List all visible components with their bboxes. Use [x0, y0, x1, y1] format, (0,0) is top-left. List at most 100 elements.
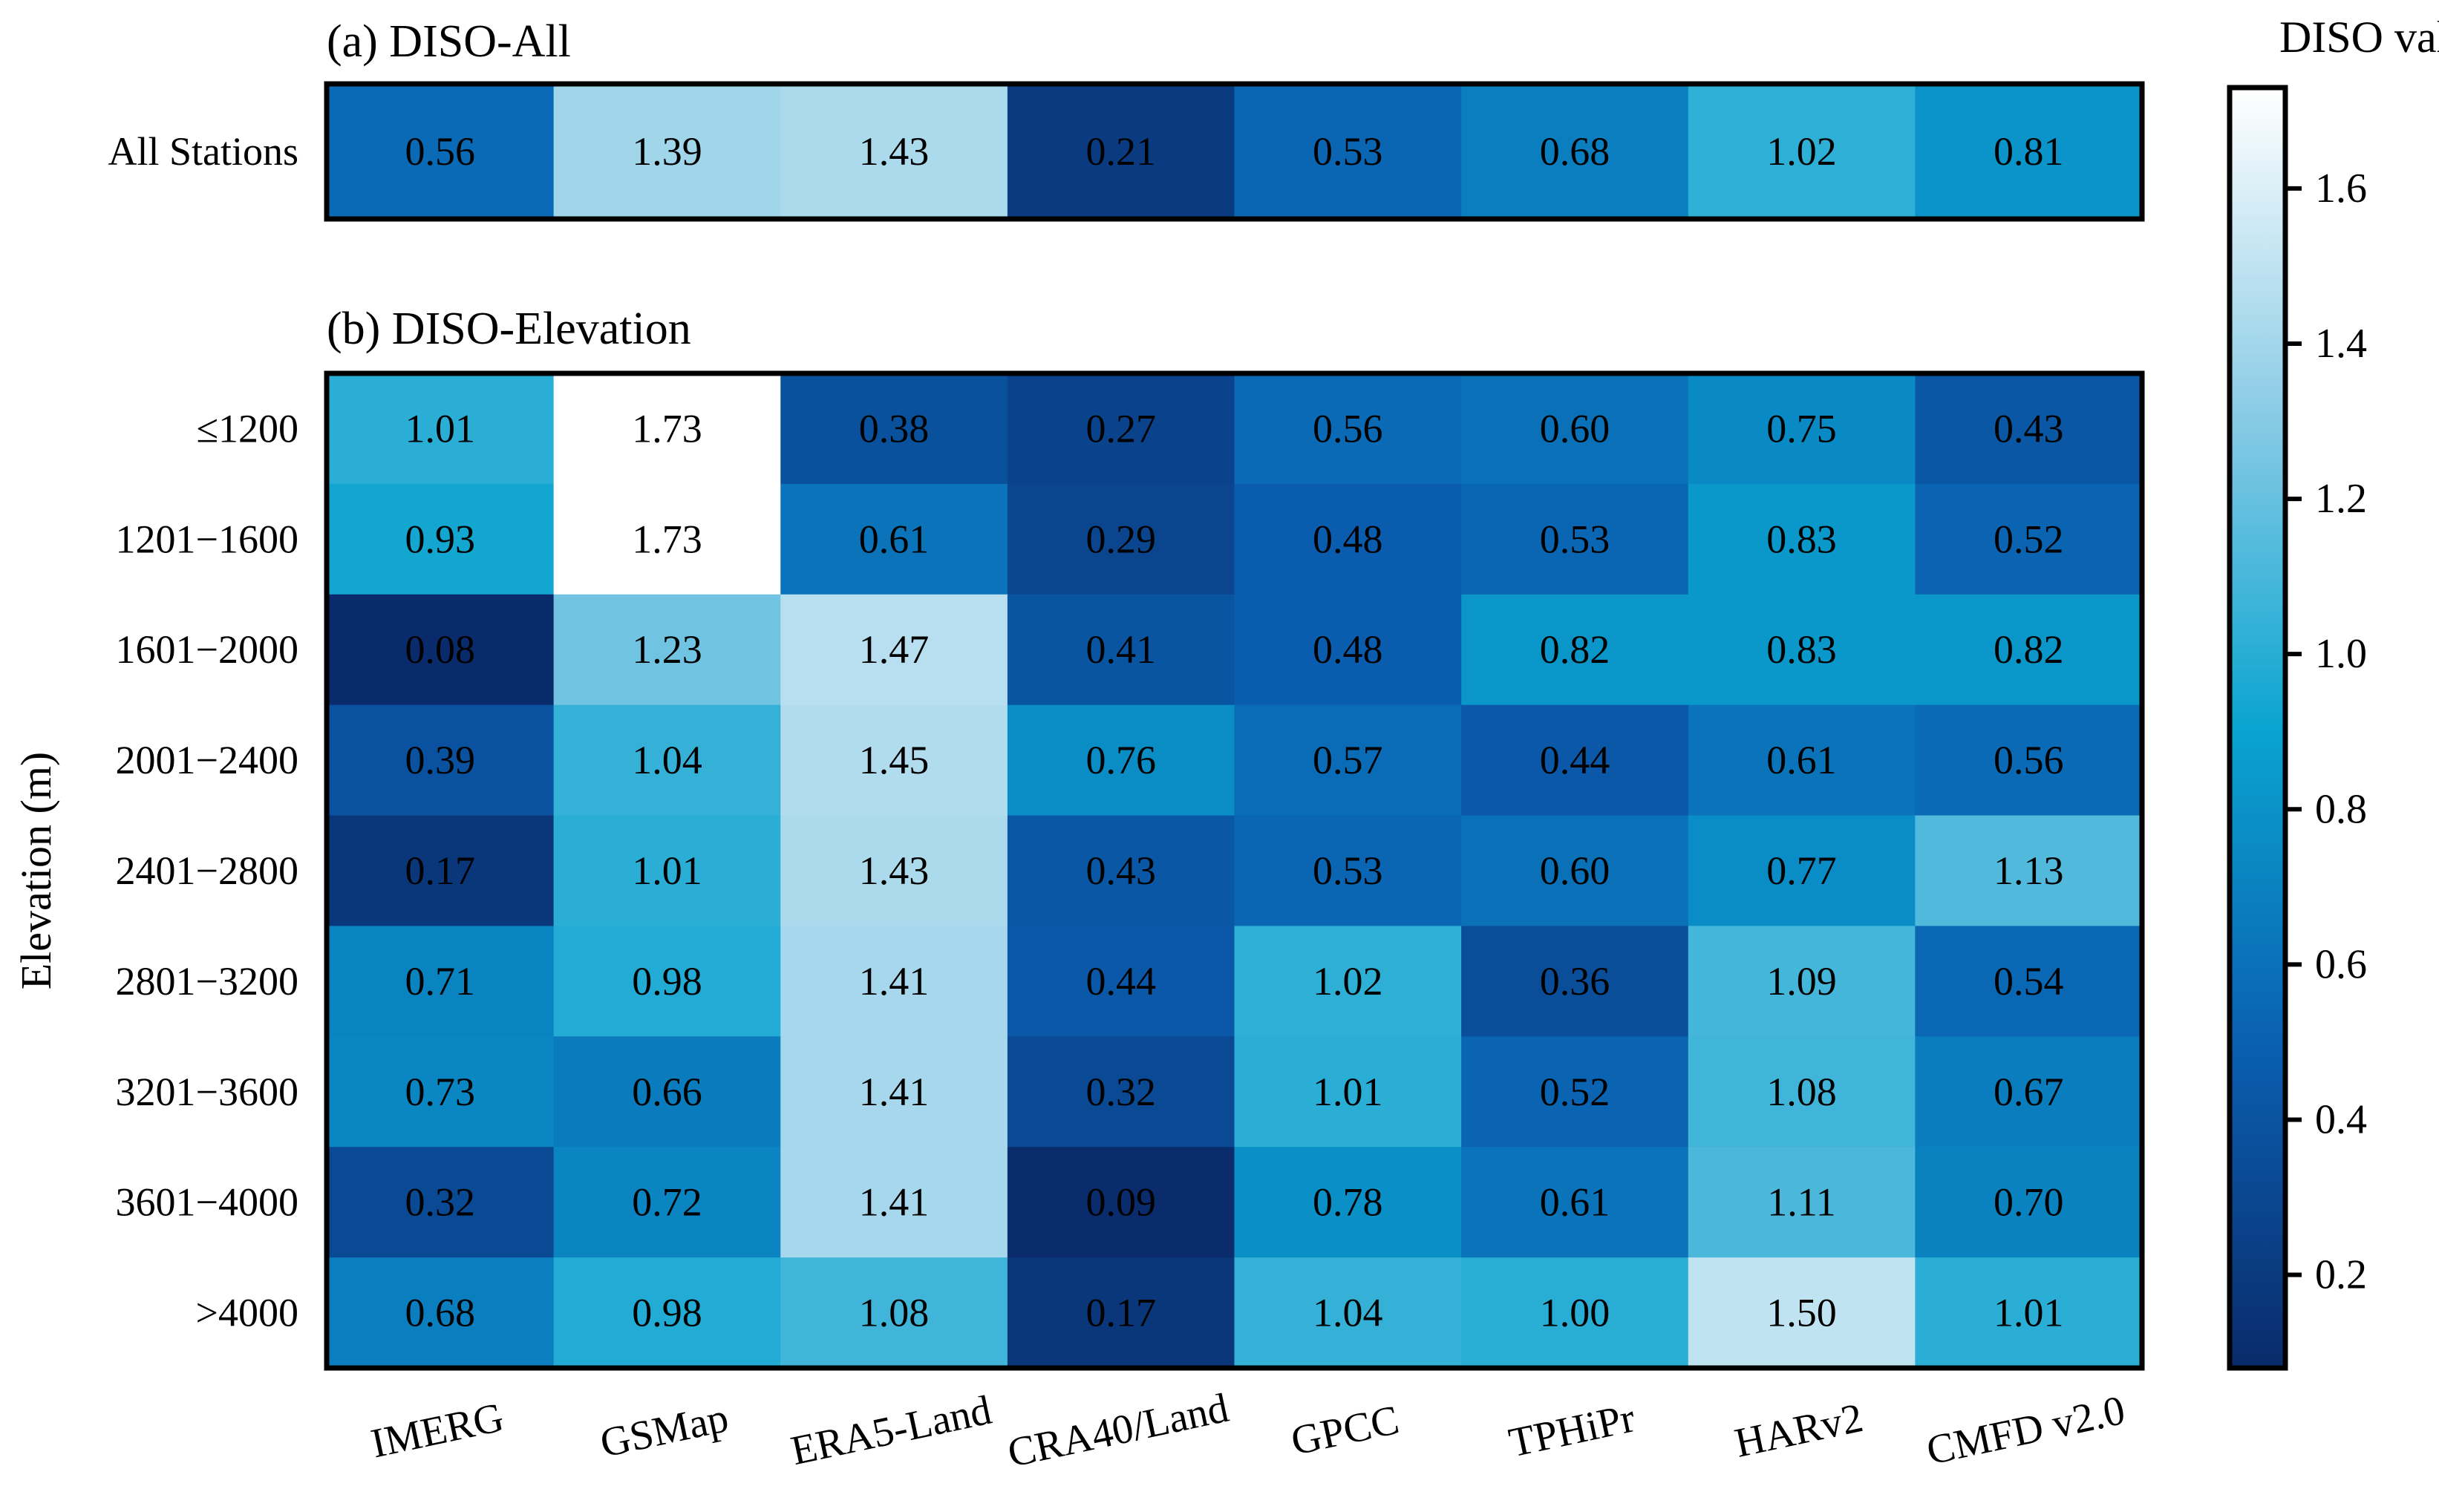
panel-b-title: (b) DISO-Elevation	[327, 304, 691, 354]
cell-value-label: 0.77	[1766, 848, 1837, 893]
column-label-1: GSMap	[596, 1395, 732, 1467]
colorbar-tick-label: 1.6	[2315, 166, 2367, 212]
heatmap-cell-b-r1-c6	[1688, 483, 1916, 595]
heatmap-cell-b-r4-c1	[553, 815, 781, 927]
cell-value-label: 0.83	[1766, 517, 1837, 561]
heatmap-cell-a-r0-c1	[553, 84, 781, 220]
heatmap-cell-b-r5-c7	[1915, 926, 2143, 1037]
heatmap-cell-b-r8-c1	[553, 1257, 781, 1369]
heatmap-cell-b-r7-c5	[1461, 1147, 1689, 1258]
heatmap-cell-b-r0-c3	[1007, 373, 1235, 485]
cell-value-label: 0.52	[1540, 1070, 1610, 1114]
panel-b-frame	[324, 370, 2145, 1371]
heatmap-cell-b-r4-c0	[327, 815, 555, 927]
heatmap-cell-b-r8-c3	[1007, 1257, 1235, 1369]
cell-value-label: 0.53	[1540, 517, 1610, 561]
cell-value-label: 0.68	[1540, 129, 1610, 174]
cell-value-label: 0.32	[1085, 1070, 1156, 1114]
panel-a: (a) DISO-All 0.56 1.39 1.43 0.21 0.53 0.68 1.0…	[108, 16, 2145, 222]
heatmap-cell-b-r8-c2	[780, 1257, 1008, 1369]
heatmap-cell-b-r0-c5	[1461, 373, 1689, 485]
row-label-b-5: 2801−3200	[116, 959, 298, 1004]
cell-value-label: 0.82	[1994, 627, 2064, 672]
heatmap-cell-b-r7-c2	[780, 1147, 1008, 1258]
cell-value-label: 0.82	[1540, 627, 1610, 672]
cell-value-label: 1.01	[1313, 1070, 1383, 1114]
cell-value-label: 0.70	[1994, 1180, 2064, 1225]
heatmap-cell-b-r2-c7	[1915, 594, 2143, 706]
heatmap-cell-b-r8-c6	[1688, 1257, 1916, 1369]
cell-value-label: 0.44	[1540, 738, 1610, 782]
column-label-5: TPHiPr	[1505, 1395, 1639, 1466]
heatmap-cell-b-r0-c1	[553, 373, 781, 485]
heatmap-cell-b-r1-c3	[1007, 483, 1235, 595]
cell-value-label: 0.61	[1540, 1180, 1610, 1225]
heatmap-cell-b-r0-c6	[1688, 373, 1916, 485]
row-label-b-2: 1601−2000	[116, 627, 298, 672]
colorbar-tick-label: 0.8	[2315, 786, 2367, 832]
cell-value-label: 0.60	[1540, 406, 1610, 451]
colorbar-frame	[2227, 85, 2288, 1371]
column-label-2: ERA5-Land	[787, 1387, 996, 1475]
cell-value-label: 1.43	[859, 848, 930, 893]
cell-value-label: 1.43	[859, 129, 930, 174]
cell-value-label: 0.61	[859, 517, 930, 561]
cell-value-label: 0.53	[1313, 848, 1383, 893]
cell-value-label: 0.83	[1766, 627, 1837, 672]
heatmap-cell-b-r2-c6	[1688, 594, 1916, 706]
cell-value-label: 0.48	[1313, 627, 1383, 672]
heatmap-cell-a-r0-c5	[1461, 84, 1689, 220]
cell-value-label: 0.76	[1085, 738, 1156, 782]
cell-value-label: 1.23	[632, 627, 702, 672]
cell-value-label: 0.53	[1313, 129, 1383, 174]
heatmap-cell-b-r4-c4	[1234, 815, 1462, 927]
heatmap-cell-b-r7-c6	[1688, 1147, 1916, 1258]
cell-value-label: 1.41	[859, 1180, 930, 1225]
cell-value-label: 1.01	[632, 848, 702, 893]
colorbar: DISO value 0.2 0.4 0.6 0.8 1.0 1.2 1.4 1.6	[2227, 13, 2439, 1371]
heatmap-cell-b-r6-c7	[1915, 1036, 2143, 1148]
panel-a-frame	[324, 81, 2145, 222]
heatmap-cell-b-r4-c3	[1007, 815, 1235, 927]
panel-a-row-labels: All Stations	[108, 129, 298, 174]
row-label-b-1: 1201−1600	[116, 517, 298, 561]
heatmap-cell-b-r1-c2	[780, 483, 1008, 595]
colorbar-tick-label: 1.4	[2315, 321, 2367, 367]
cell-value-label: 1.08	[859, 1291, 930, 1335]
cell-value-label: 0.57	[1313, 738, 1383, 782]
heatmap-cell-b-r8-c5	[1461, 1257, 1689, 1369]
colorbar-tick-label: 0.6	[2315, 941, 2367, 987]
heatmap-cell-b-r3-c5	[1461, 704, 1689, 816]
cell-value-label: 1.73	[632, 517, 702, 561]
heatmap-cell-b-r6-c3	[1007, 1036, 1235, 1148]
cell-value-label: 0.73	[405, 1070, 476, 1114]
heatmap-cell-b-r4-c2	[780, 815, 1008, 927]
row-label-b-7: 3601−4000	[116, 1180, 298, 1225]
heatmap-cell-b-r5-c2	[780, 926, 1008, 1037]
cell-value-label: 0.81	[1994, 129, 2064, 174]
cell-value-label: 0.60	[1540, 848, 1610, 893]
heatmap-cell-b-r2-c3	[1007, 594, 1235, 706]
heatmap-cell-b-r3-c0	[327, 704, 555, 816]
cell-value-label: 0.61	[1766, 738, 1837, 782]
panel-a-title: (a) DISO-All	[327, 16, 571, 67]
heatmap-cell-b-r6-c4	[1234, 1036, 1462, 1148]
cell-value-label: 0.67	[1994, 1070, 2064, 1114]
cell-value-label: 0.21	[1085, 129, 1156, 174]
heatmap-cell-b-r3-c7	[1915, 704, 2143, 816]
cell-value-label: 0.17	[405, 848, 476, 893]
cell-value-label: 1.39	[632, 129, 702, 174]
heatmap-cell-b-r7-c0	[327, 1147, 555, 1258]
row-label-a-0: All Stations	[108, 129, 298, 174]
heatmap-cell-b-r2-c4	[1234, 594, 1462, 706]
heatmap-cell-b-r7-c7	[1915, 1147, 2143, 1258]
heatmap-cell-b-r3-c2	[780, 704, 1008, 816]
heatmap-cell-b-r2-c0	[327, 594, 555, 706]
heatmap-cell-b-r8-c0	[327, 1257, 555, 1369]
colorbar-title: DISO value	[2279, 13, 2439, 62]
heatmap-cell-b-r5-c4	[1234, 926, 1462, 1037]
panel-b-cells: 1.01 1.73 0.38 0.27 0.56 0.60 0.75 0.43 0.93 1.73…	[327, 373, 2143, 1369]
heatmap-cell-b-r6-c2	[780, 1036, 1008, 1148]
cell-value-label: 0.38	[859, 406, 930, 451]
heatmap-cell-b-r6-c1	[553, 1036, 781, 1148]
